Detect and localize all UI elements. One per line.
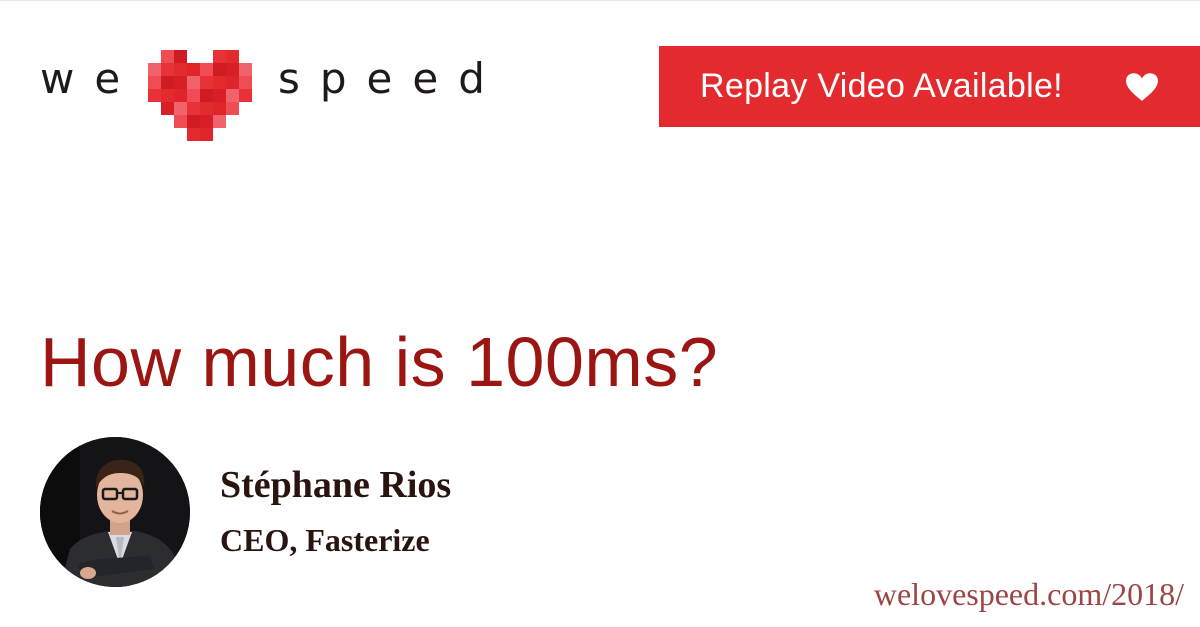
we-love-speed-logo[interactable]: we speed [40, 46, 485, 142]
speaker-photo [40, 437, 190, 587]
top-divider [0, 0, 1200, 1]
replay-video-label: Replay Video Available! [700, 67, 1063, 105]
speaker-role: CEO, Fasterize [220, 522, 430, 558]
talk-title: How much is 100ms? [40, 323, 719, 401]
speaker-avatar [40, 437, 190, 587]
logo-word-speed: speed [278, 54, 505, 103]
pixel-heart-icon [148, 50, 252, 141]
logo-word-we: we [40, 54, 141, 103]
speaker-name: Stéphane Rios [220, 464, 452, 506]
heart-icon [1126, 73, 1158, 101]
replay-video-button[interactable]: Replay Video Available! [659, 46, 1200, 127]
site-url-link[interactable]: welovespeed.com/2018/ [873, 576, 1184, 612]
